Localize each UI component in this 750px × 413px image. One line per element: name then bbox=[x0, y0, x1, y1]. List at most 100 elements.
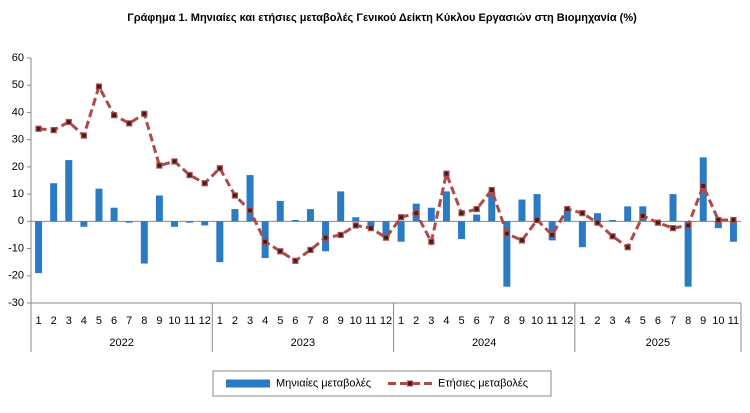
line-marker bbox=[231, 192, 239, 199]
line-marker bbox=[110, 112, 118, 119]
line-marker bbox=[549, 231, 556, 239]
y-tick-label: -20 bbox=[8, 270, 24, 282]
bar bbox=[231, 209, 239, 222]
bar bbox=[624, 206, 632, 222]
bar bbox=[593, 213, 601, 222]
bar bbox=[578, 221, 586, 248]
line-marker bbox=[669, 225, 677, 232]
x-tick-label: 6 bbox=[655, 315, 661, 327]
line-marker bbox=[80, 132, 87, 139]
bar bbox=[125, 221, 133, 223]
bar bbox=[729, 221, 737, 242]
x-tick-label: 5 bbox=[277, 315, 283, 327]
x-tick-label: 10 bbox=[531, 315, 543, 327]
x-tick-label: 7 bbox=[489, 315, 495, 327]
x-tick-label: 10 bbox=[168, 315, 180, 327]
line-marker bbox=[624, 244, 631, 251]
x-tick-label: 5 bbox=[640, 315, 646, 327]
line-marker bbox=[518, 237, 526, 244]
bar bbox=[246, 175, 254, 222]
line-marker bbox=[322, 234, 329, 241]
x-tick-label: 6 bbox=[111, 315, 117, 327]
bar bbox=[276, 200, 284, 222]
bar bbox=[488, 191, 496, 222]
line-marker bbox=[126, 120, 133, 127]
line-marker bbox=[503, 230, 510, 237]
x-tick-label: 11 bbox=[728, 315, 739, 327]
y-tick-label: 20 bbox=[12, 161, 24, 173]
bar bbox=[337, 191, 345, 222]
bar bbox=[367, 221, 375, 227]
x-tick-label: 6 bbox=[474, 315, 480, 327]
bar bbox=[110, 207, 118, 222]
line-marker bbox=[277, 248, 284, 255]
bar bbox=[609, 219, 617, 222]
x-tick-label: 1 bbox=[35, 315, 41, 327]
line-marker bbox=[186, 171, 193, 179]
chart-title: Γράφημα 1. Μηνιαίες και ετήσιες μεταβολέ… bbox=[127, 12, 637, 24]
year-label: 2024 bbox=[472, 337, 496, 349]
bar bbox=[201, 221, 209, 226]
x-tick-label: 9 bbox=[519, 315, 525, 327]
line-marker bbox=[292, 257, 299, 264]
line-marker bbox=[473, 205, 480, 213]
bar bbox=[548, 221, 556, 241]
x-tick-label: 8 bbox=[685, 315, 691, 327]
x-tick-label: 5 bbox=[458, 315, 464, 327]
x-tick-label: 5 bbox=[96, 315, 102, 327]
line-marker bbox=[216, 165, 223, 172]
x-tick-label: 8 bbox=[504, 315, 510, 327]
line-marker bbox=[156, 162, 163, 169]
bar bbox=[216, 221, 224, 263]
x-tick-label: 11 bbox=[546, 315, 557, 327]
line-marker bbox=[307, 246, 314, 254]
bar bbox=[518, 199, 526, 222]
x-tick-label: 7 bbox=[126, 315, 132, 327]
bar bbox=[291, 219, 299, 222]
x-tick-label: 8 bbox=[141, 315, 147, 327]
x-tick-label: 2 bbox=[594, 315, 600, 327]
line-marker bbox=[246, 207, 254, 214]
bar bbox=[35, 221, 43, 274]
bar bbox=[50, 183, 58, 222]
line-marker bbox=[609, 233, 616, 240]
y-tick-label: 0 bbox=[18, 215, 24, 227]
x-tick-label: 12 bbox=[380, 315, 392, 327]
bar bbox=[397, 221, 405, 242]
line-marker bbox=[685, 222, 692, 229]
bar bbox=[306, 209, 314, 222]
bar bbox=[155, 195, 163, 222]
bar bbox=[140, 221, 148, 264]
bar bbox=[473, 214, 481, 222]
y-tick-label: -10 bbox=[8, 242, 24, 254]
x-tick-label: 11 bbox=[365, 315, 376, 327]
x-tick-label: 3 bbox=[247, 315, 253, 327]
year-label: 2022 bbox=[109, 337, 133, 349]
bar bbox=[714, 221, 722, 229]
x-tick-label: 8 bbox=[323, 315, 329, 327]
bar bbox=[171, 221, 179, 227]
x-tick-label: 6 bbox=[292, 315, 298, 327]
y-tick-label: 50 bbox=[12, 79, 24, 91]
y-tick-label: 60 bbox=[12, 52, 24, 64]
x-tick-label: 3 bbox=[428, 315, 434, 327]
line-marker bbox=[35, 125, 42, 132]
x-tick-label: 3 bbox=[66, 315, 72, 327]
y-tick-label: 30 bbox=[12, 134, 24, 146]
line-marker bbox=[533, 216, 541, 224]
line-marker bbox=[398, 214, 405, 221]
x-tick-label: 3 bbox=[610, 315, 616, 327]
legend-swatch bbox=[226, 379, 270, 388]
line-marker bbox=[171, 158, 178, 165]
y-tick-label: -30 bbox=[8, 297, 24, 309]
line-marker bbox=[639, 212, 646, 219]
bar bbox=[352, 217, 360, 222]
bar bbox=[65, 160, 73, 222]
line-marker bbox=[443, 170, 450, 177]
bar bbox=[186, 221, 194, 223]
bar bbox=[458, 221, 466, 240]
line-marker bbox=[141, 110, 148, 117]
year-label: 2023 bbox=[291, 337, 315, 349]
legend-label: Μηνιαίες μεταβολές bbox=[276, 377, 371, 389]
line-marker bbox=[382, 234, 390, 241]
